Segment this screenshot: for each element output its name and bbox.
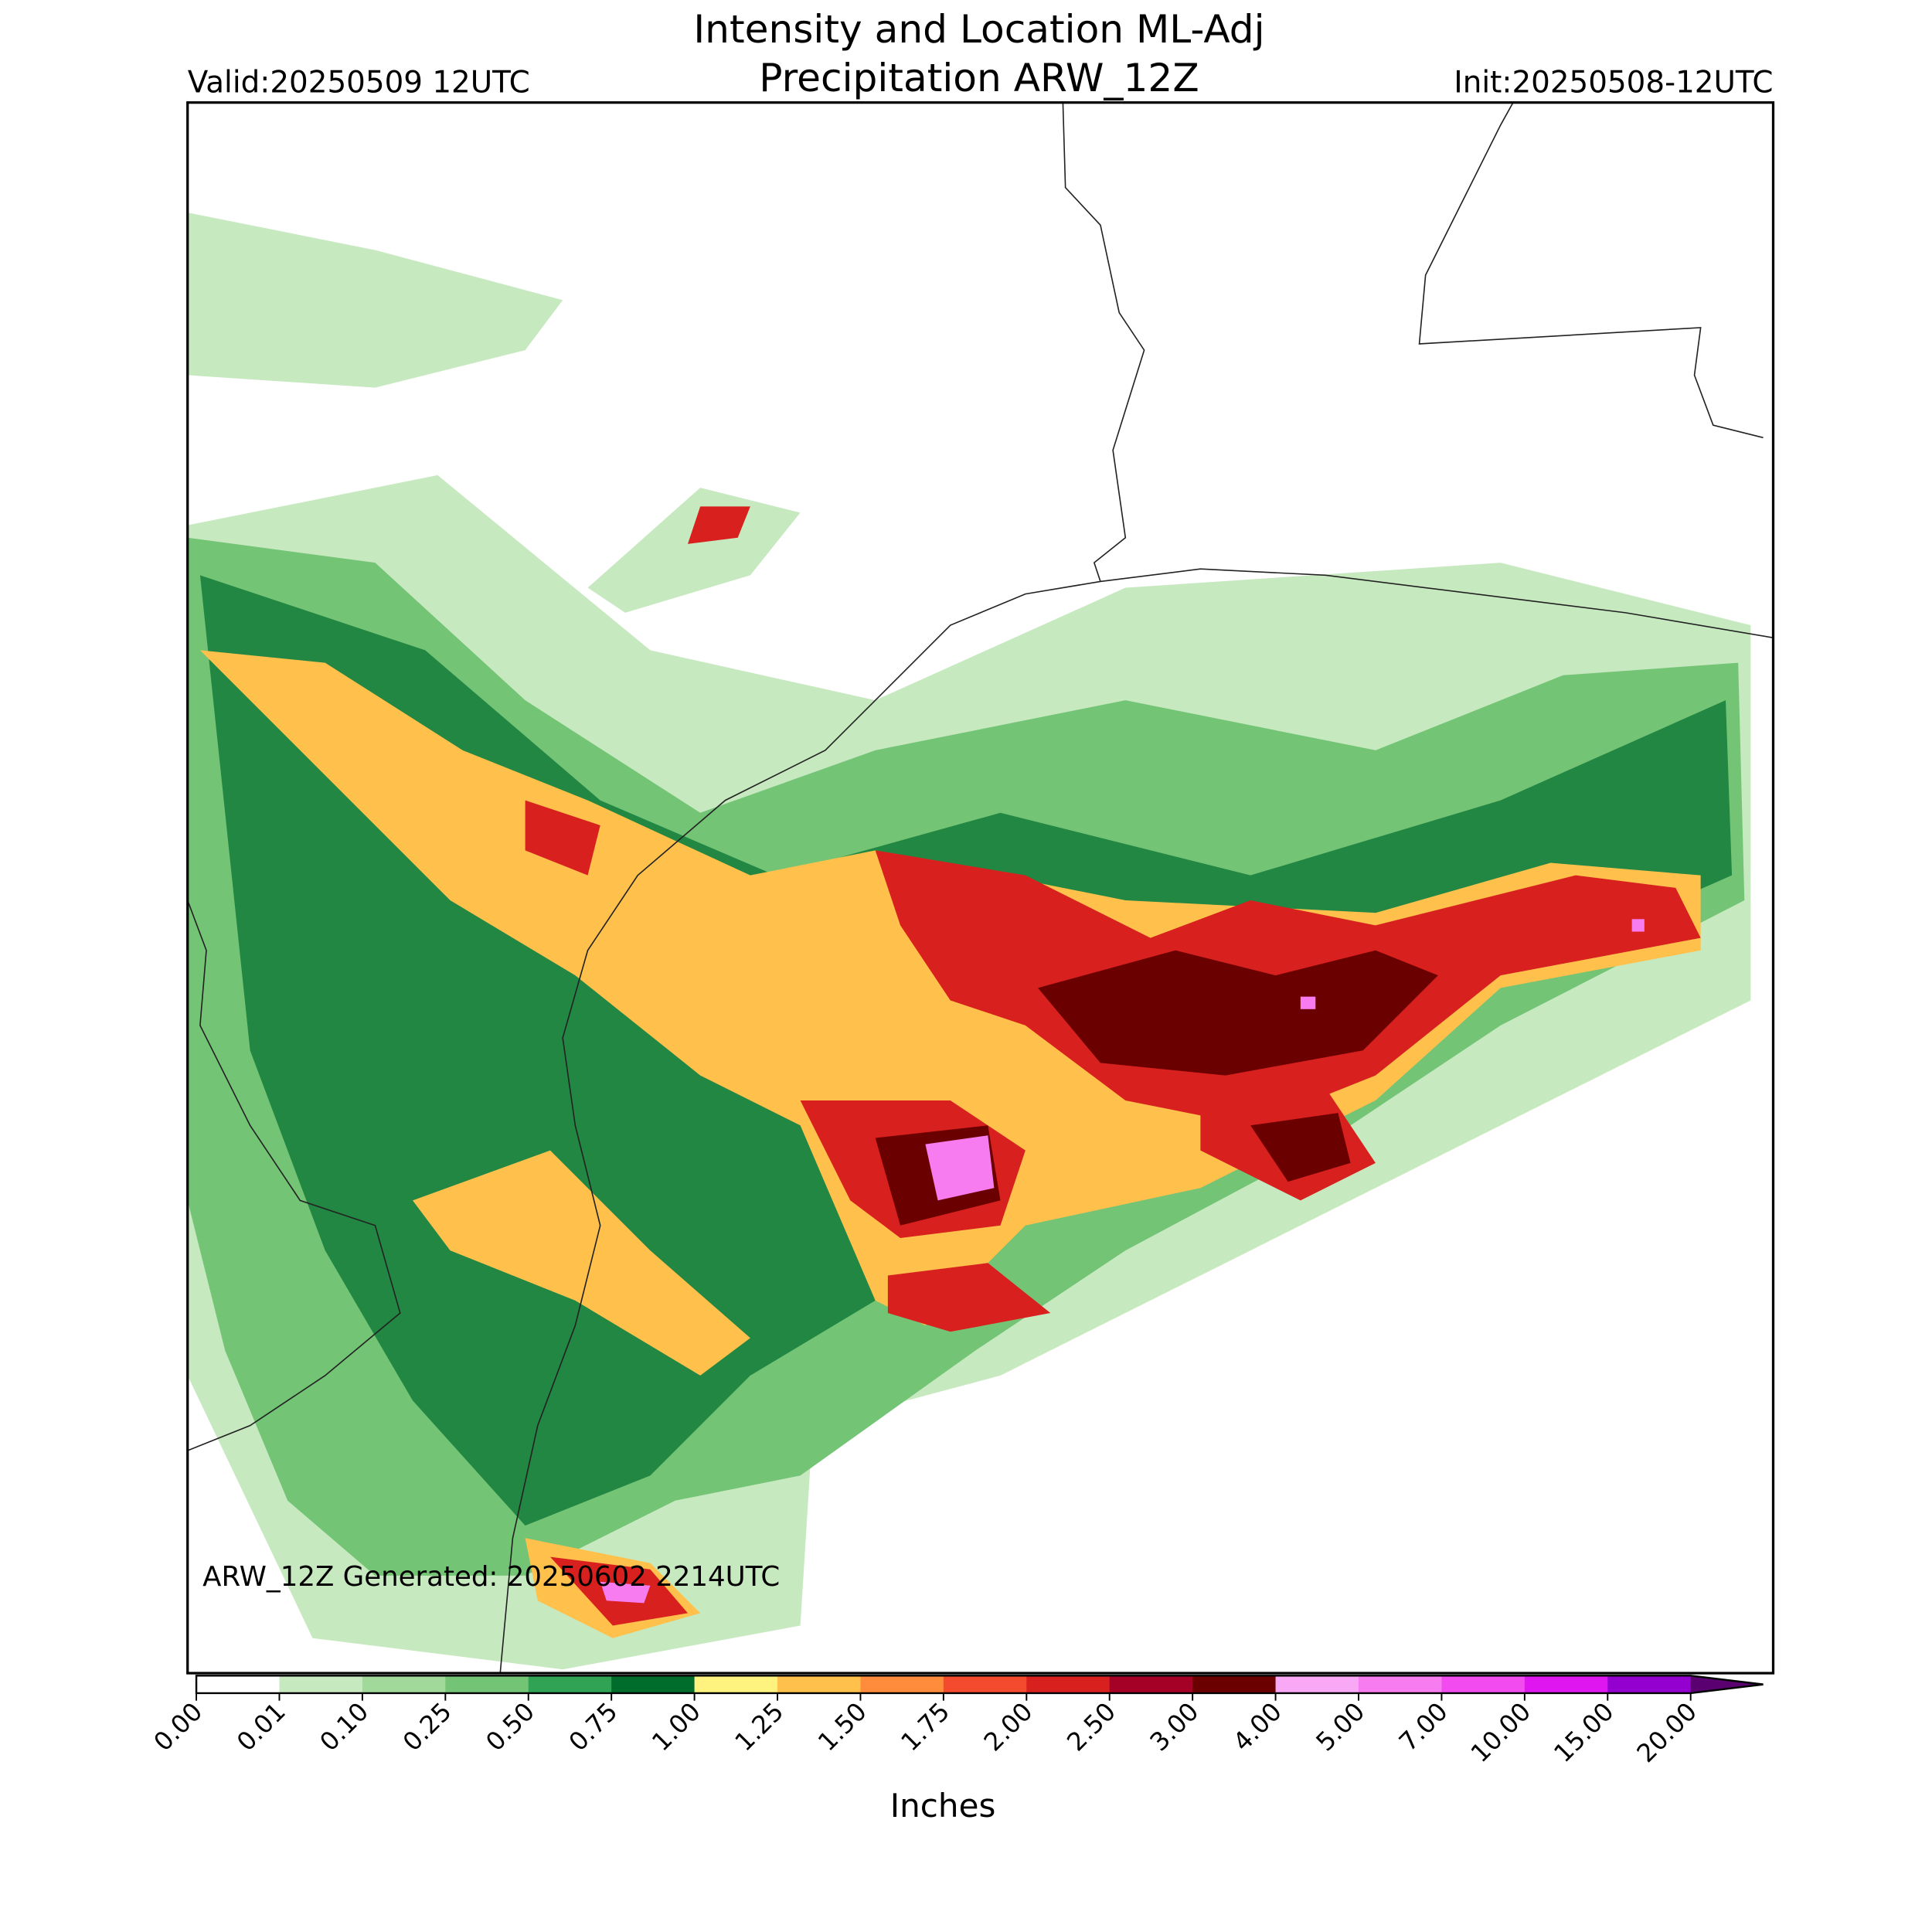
pink-precip bbox=[600, 919, 1645, 1604]
colorbar-bin bbox=[1275, 1675, 1359, 1693]
colorbar-bin bbox=[1441, 1675, 1526, 1693]
colorbar-bin bbox=[943, 1675, 1027, 1693]
colorbar-tick-label: 4.00 bbox=[1227, 1697, 1287, 1757]
colorbar-bin bbox=[1192, 1675, 1277, 1693]
colorbar-bin bbox=[1524, 1675, 1608, 1693]
init-time: Init:20250508-12UTC bbox=[1454, 66, 1773, 100]
generated-annotation: ARW_12Z Generated: 20250602 2214UTC bbox=[202, 1561, 780, 1593]
colorbar-bin bbox=[362, 1675, 446, 1693]
colorbar-tick-label: 0.50 bbox=[480, 1697, 540, 1757]
colorbar-tick-label: 0.01 bbox=[231, 1697, 291, 1757]
colorbar-tick-label: 2.00 bbox=[978, 1697, 1039, 1757]
colorbar-tick-label: 0.10 bbox=[314, 1697, 374, 1757]
title-line1: Intensity and Location ML-Adj bbox=[693, 6, 1264, 52]
colorbar-bin bbox=[1026, 1675, 1111, 1693]
colorbar-label: Inches bbox=[890, 1787, 996, 1825]
valid-time: Valid:20250509 12UTC bbox=[188, 66, 530, 100]
colorbar-bin bbox=[860, 1675, 944, 1693]
colorbar-bin bbox=[694, 1675, 778, 1693]
colorbar-bin bbox=[1359, 1675, 1442, 1693]
colorbar-bin bbox=[445, 1675, 529, 1693]
colorbar-tick-label: 0.75 bbox=[563, 1697, 624, 1757]
colorbar-tick-label: 15.00 bbox=[1548, 1697, 1619, 1768]
colorbar-tick-label: 1.50 bbox=[812, 1697, 872, 1757]
colorbar-tick-label: 1.75 bbox=[895, 1697, 955, 1757]
colorbar-bin bbox=[528, 1675, 612, 1693]
colorbar-tick-label: 2.50 bbox=[1061, 1697, 1121, 1757]
colorbar-extend bbox=[1690, 1675, 1764, 1693]
colorbar-tick-label: 3.00 bbox=[1145, 1697, 1205, 1757]
colorbar-bin bbox=[1607, 1675, 1692, 1693]
colorbar: 0.00 0.01 0.10 0.25 0.50 0.75 1.00 1.25 1.50 1.75… bbox=[148, 1675, 1764, 1768]
colorbar-bin bbox=[1109, 1675, 1193, 1693]
colorbar-bin bbox=[279, 1675, 363, 1693]
colorbar-outline bbox=[195, 1675, 1764, 1695]
colorbar-bin bbox=[777, 1675, 861, 1693]
colorbar-tick-label: 1.00 bbox=[646, 1697, 706, 1757]
colorbar-tick-label: 7.00 bbox=[1393, 1697, 1454, 1757]
title-line2: Precipitation ARW_12Z bbox=[759, 55, 1199, 100]
colorbar-bin bbox=[611, 1675, 696, 1693]
colorbar-bin bbox=[196, 1675, 280, 1693]
colorbar-tick-label: 10.00 bbox=[1465, 1697, 1536, 1768]
map-frame bbox=[186, 101, 1775, 1675]
precip-field bbox=[187, 102, 1774, 1674]
colorbar-tick-label: 20.00 bbox=[1631, 1697, 1702, 1768]
colorbar-tick-label: 1.25 bbox=[730, 1697, 790, 1757]
colorbar-tick-label: 0.25 bbox=[397, 1697, 457, 1757]
borders bbox=[187, 102, 1774, 1674]
colorbar-tick-label: 5.00 bbox=[1311, 1697, 1371, 1757]
colorbar-tick-label: 0.00 bbox=[148, 1697, 209, 1757]
